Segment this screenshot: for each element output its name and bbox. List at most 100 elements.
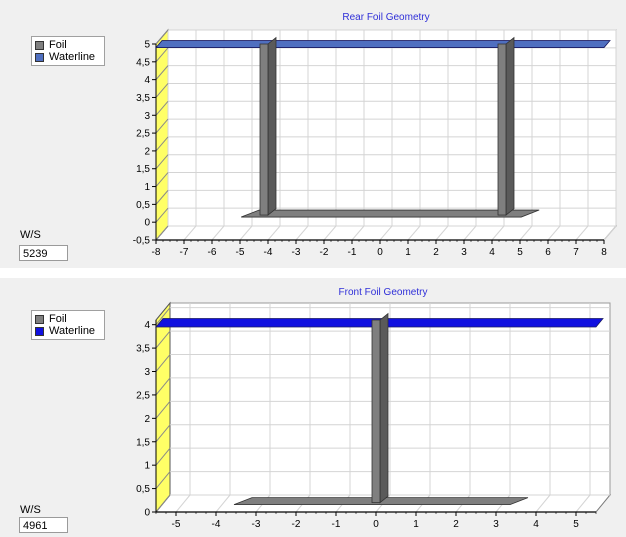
foil-swatch-icon [35,40,44,50]
chart-title: Rear Foil Geometry [342,12,429,23]
y-tick-label: 2 [144,414,150,425]
floor-grid-line [175,494,191,513]
front-foil-panel: Front Foil Geometry -5 -4 -3 -2 -1 0 1 2 3 4 5 0 0,5 1… [0,278,626,537]
left-wall-grid-line [155,225,169,241]
floor-grid-line [323,225,337,241]
x-tick-label: -4 [264,247,273,258]
legend-item-waterline: Waterline [35,51,101,63]
left-wall-grid-line [155,330,171,349]
x-tick-label: 6 [545,247,551,258]
x-tick-label: -2 [320,247,329,258]
waterline-series [155,40,611,48]
foil-strut-side [505,36,515,216]
legend-item-foil: Foil [35,39,101,51]
floor-grid-line [267,225,281,241]
floor-grid-line [519,225,533,241]
foil-strut-side [267,36,277,216]
ws-label: W/S [20,229,41,241]
front-legend: Foil Waterline [31,310,105,340]
left-wall-grid-line [155,83,169,98]
y-tick-label: 2,5 [136,129,150,140]
x-tick-label: 5 [517,247,523,258]
foil-strut [497,43,507,216]
y-tick-label: 4 [144,75,150,86]
legend-item-foil: Foil [35,313,101,325]
floor-grid-line [215,494,231,513]
y-tick-label: 0 [144,218,150,229]
floor-grid-line [379,225,393,241]
x-tick-label: 5 [573,519,579,530]
y-tick-label: 4 [144,320,150,331]
ws-value-field[interactable]: 4961 [19,517,68,533]
y-tick-label: 3 [144,111,150,122]
y-tick-label: 3,5 [136,93,150,104]
x-tick-label: 0 [377,247,383,258]
waterline-swatch-icon [35,52,44,62]
x-tick-label: -2 [292,519,301,530]
y-tick-label: 3,5 [136,344,150,355]
chart-title: Front Foil Geometry [339,287,428,298]
rear-foil-chart: Rear Foil Geometry -8 -7 -6 -5 -4 -3 -2 -1 0 1 2 3 4 5… [133,12,618,258]
x-tick-label: 4 [489,247,495,258]
y-tick-label: 2 [144,146,150,157]
left-wall-grid-line [155,29,169,45]
floor-grid-line [211,225,225,241]
left-wall-grid-line [155,207,169,223]
floor-grid-line [407,225,421,241]
y-tick-label: 1 [144,182,150,193]
floor-grid-line [575,494,591,513]
left-wall-grid-line [155,307,171,326]
left-wall-grid-line [155,424,171,443]
left-wall-grid-line [155,100,169,116]
x-tick-label: -4 [212,519,221,530]
ws-label: W/S [20,504,41,516]
left-wall-grid-line [155,172,169,187]
x-tick-label: 2 [433,247,439,258]
floor-grid-line [491,225,505,241]
legend-label: Foil [49,313,67,325]
foil-swatch-icon [35,314,44,324]
left-wall-grid-line [155,401,171,419]
floor-grid-line [295,225,309,241]
x-tick-label: -5 [172,519,181,530]
y-tick-label: 5 [144,40,150,51]
floor-grid-line [463,225,477,241]
y-tick-label: 1 [144,461,150,472]
y-tick-label: 4,5 [136,57,150,68]
x-tick-label: 7 [573,247,579,258]
x-tick-label: -1 [348,247,357,258]
ws-value-field[interactable]: 5239 [19,245,68,261]
x-tick-label: -3 [252,519,261,530]
x-tick-label: 0 [373,519,379,530]
left-wall-grid-line [155,354,171,372]
floor-grid-line [575,225,589,241]
y-tick-label: 1,5 [136,437,150,448]
y-tick-label: 2,5 [136,390,150,401]
x-tick-label: -8 [152,247,161,258]
floor-grid-line [239,225,253,241]
left-wall-grid-line [155,471,171,489]
chart-left-wall [155,28,169,242]
y-tick-label: -0,5 [133,236,151,247]
legend-label: Waterline [49,325,96,337]
x-tick-label: 8 [601,247,607,258]
left-wall-grid-line [155,447,171,466]
x-tick-label: 3 [493,519,499,530]
y-tick-label: 0,5 [136,484,150,495]
left-wall-grid-line [155,494,171,513]
left-wall-grid-line [155,47,169,63]
legend-label: Foil [49,39,67,51]
left-wall-grid-line [155,190,169,205]
x-tick-label: -6 [208,247,217,258]
x-tick-label: -1 [332,519,341,530]
front-foil-chart: Front Foil Geometry -5 -4 -3 -2 -1 0 1 2 3 4 5 0 0,5 1… [136,287,612,530]
legend-label: Waterline [49,51,96,63]
floor-grid-line [435,225,449,241]
rear-foil-panel: Rear Foil Geometry -8 -7 -6 -5 -4 -3 -2 -1 0 1 2 3 4 5… [0,0,626,268]
x-tick-label: 4 [533,519,539,530]
left-wall-grid-line [155,377,171,396]
y-tick-label: 0,5 [136,200,150,211]
floor-grid-line [603,225,617,241]
left-wall-grid-line [155,118,169,134]
left-wall-grid-line [155,136,169,152]
